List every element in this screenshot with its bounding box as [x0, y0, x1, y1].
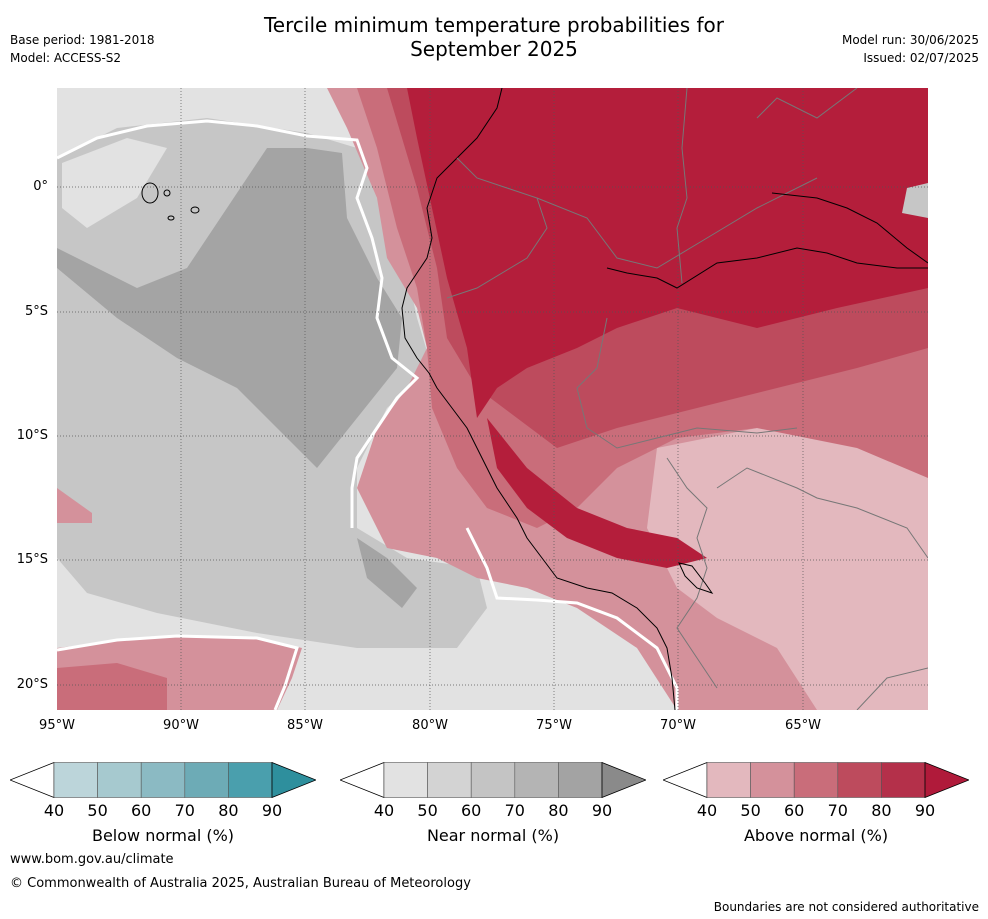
- country-borders: [446, 88, 928, 710]
- near-normal-segment-2: [427, 762, 472, 798]
- website-text: www.bom.gov.au/climate: [10, 852, 174, 867]
- near-normal-tick-50: 50: [417, 801, 438, 820]
- near-normal-segment-4: [514, 762, 559, 798]
- above-normal-tick-70: 70: [827, 801, 848, 820]
- west-edge-warm: [57, 488, 92, 523]
- lat-label-10s: 10°S: [16, 428, 48, 443]
- contour-white-coast: [465, 527, 679, 710]
- below-normal-tick-80: 80: [218, 801, 239, 820]
- lon-label-80w: 80°W: [412, 718, 448, 733]
- below-normal-segment-1: [53, 762, 98, 798]
- near-normal-high-extend: [601, 762, 646, 798]
- below-normal-low-extend: [10, 762, 55, 798]
- title-line-1: Tercile minimum temperature probabilitie…: [263, 13, 725, 37]
- warm-region-darkest: [407, 88, 928, 418]
- above-normal-tick-50: 50: [740, 801, 761, 820]
- lon-label-95w: 95°W: [39, 718, 75, 733]
- below-normal-tick-40: 40: [43, 801, 65, 820]
- galapagos-islands: [141, 182, 200, 221]
- near-normal-tick-60: 60: [461, 801, 482, 820]
- ocean-light-patch: [62, 138, 167, 228]
- lake-titicaca: [678, 562, 714, 594]
- warm-band-south: [487, 418, 707, 568]
- below-normal-tick-70: 70: [174, 801, 195, 820]
- lat-label-20s: 20°S: [16, 677, 48, 692]
- above-normal-tick-60: 60: [784, 801, 805, 820]
- below-normal-segment-3: [140, 762, 186, 798]
- contour-white-south: [57, 634, 299, 710]
- gridlines: [57, 88, 928, 710]
- probability-map: [57, 88, 928, 710]
- model-text: Model: ACCESS-S2: [10, 51, 122, 65]
- lon-label-75w: 75°W: [536, 718, 572, 733]
- below-normal-segment-2: [97, 762, 142, 798]
- above-normal-low-extend: [663, 762, 708, 798]
- near-normal-tick-70: 70: [504, 801, 525, 820]
- below-normal-segment-4: [184, 762, 229, 798]
- near-normal-tick-90: 90: [591, 801, 613, 820]
- ocean-dark-patch: [357, 538, 417, 608]
- below-normal-tick-50: 50: [87, 801, 108, 820]
- coastline: [401, 88, 676, 710]
- below-normal-tick-60: 60: [131, 801, 152, 820]
- lon-label-85w: 85°W: [287, 718, 323, 733]
- lat-label-15s: 15°S: [16, 552, 48, 567]
- title-line-2: September 2025: [410, 37, 578, 61]
- below-normal-high-extend: [271, 762, 316, 798]
- near-normal-colorbar: [340, 762, 646, 798]
- lat-label-5s: 5°S: [24, 304, 48, 319]
- northeast-grey-patch: [902, 183, 928, 218]
- disclaimer-text: Boundaries are not considered authoritat…: [713, 900, 979, 914]
- below-normal-colorbar: [10, 762, 316, 798]
- above-normal-segment-5: [881, 762, 926, 798]
- model-run-text: Model run: 30/06/2025: [841, 33, 979, 47]
- southwest-warm-dark: [57, 663, 167, 710]
- ocean-dark-region: [57, 148, 402, 468]
- lat-label-0: 0°: [33, 179, 48, 194]
- below-normal-segment-5: [228, 762, 273, 798]
- base-period-text: Base period: 1981-2018: [10, 33, 155, 47]
- page-title: Tercile minimum temperature probabilitie…: [0, 13, 988, 61]
- below-normal-label: Below normal (%): [91, 826, 235, 845]
- copyright-text: © Commonwealth of Australia 2025, Austra…: [10, 876, 471, 891]
- above-normal-tick-90: 90: [914, 801, 936, 820]
- issued-text: Issued: 02/07/2025: [863, 51, 979, 65]
- contour-white-north: [57, 119, 420, 528]
- above-normal-segment-4: [837, 762, 882, 798]
- above-normal-colorbar: [663, 762, 969, 798]
- above-normal-label: Above normal (%): [743, 826, 889, 845]
- lon-label-90w: 90°W: [163, 718, 199, 733]
- above-normal-tick-40: 40: [696, 801, 718, 820]
- above-normal-high-extend: [924, 762, 969, 798]
- warm-region-lighter: [647, 428, 928, 710]
- near-normal-segment-3: [470, 762, 516, 798]
- above-normal-segment-1: [706, 762, 751, 798]
- lon-label-70w: 70°W: [660, 718, 696, 733]
- near-normal-low-extend: [340, 762, 385, 798]
- near-normal-segment-5: [558, 762, 603, 798]
- near-normal-tick-80: 80: [548, 801, 569, 820]
- near-normal-segment-1: [383, 762, 428, 798]
- near-normal-label: Near normal (%): [426, 826, 560, 845]
- below-normal-tick-90: 90: [261, 801, 283, 820]
- lon-label-65w: 65°W: [785, 718, 821, 733]
- above-normal-segment-3: [793, 762, 839, 798]
- near-normal-tick-40: 40: [373, 801, 395, 820]
- above-normal-segment-2: [750, 762, 795, 798]
- amazon-river: [606, 192, 928, 289]
- above-normal-tick-80: 80: [871, 801, 892, 820]
